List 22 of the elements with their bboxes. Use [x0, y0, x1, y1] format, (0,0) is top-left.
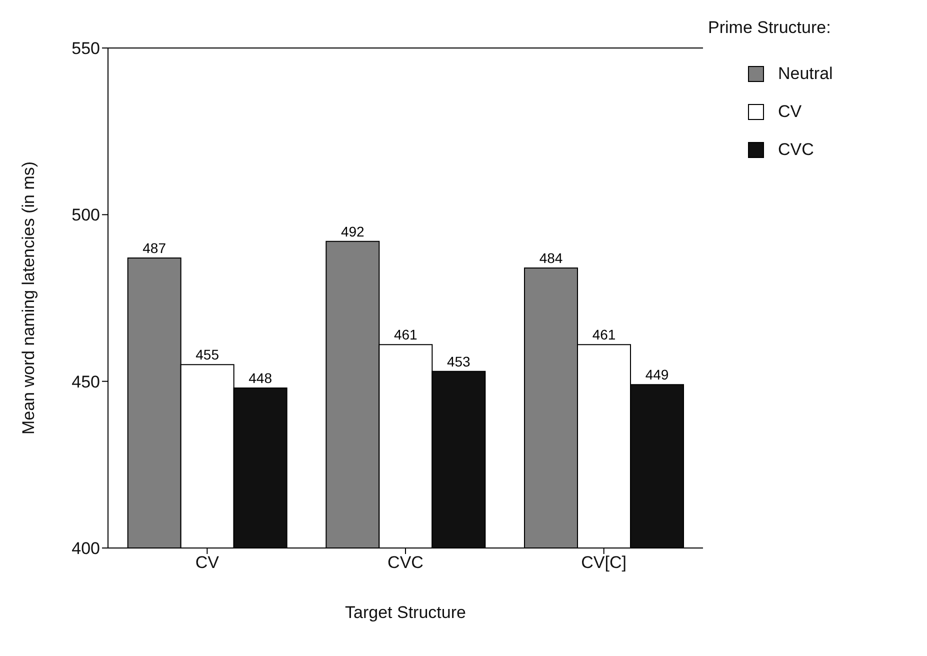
- x-tick-label: CVC: [388, 553, 424, 572]
- x-axis-title: Target Structure: [345, 603, 466, 622]
- data-label: 492: [340, 223, 365, 240]
- legend-title: Prime Structure:: [708, 18, 832, 38]
- y-tick-label: 450: [72, 372, 100, 392]
- y-axis-title: Mean word naming latencies (in ms): [19, 161, 38, 435]
- x-tick-label: CV[C]: [581, 553, 627, 572]
- data-label: 448: [248, 370, 272, 386]
- data-label: 449: [645, 366, 669, 383]
- data-label: 455: [196, 346, 220, 363]
- data-label: 487: [142, 240, 166, 256]
- data-label: 461: [592, 326, 616, 343]
- y-tick-label: 550: [72, 39, 100, 58]
- y-tick-label: 500: [72, 206, 100, 225]
- data-label: 484: [539, 250, 563, 266]
- data-label: 461: [394, 326, 418, 343]
- y-tick-label: 400: [72, 539, 100, 558]
- legend-label: CVC: [778, 140, 814, 160]
- data-label: 453: [446, 353, 471, 370]
- legend-label: Neutral: [778, 64, 833, 84]
- x-tick-label: CV: [195, 553, 220, 572]
- legend-label: CV: [778, 102, 802, 122]
